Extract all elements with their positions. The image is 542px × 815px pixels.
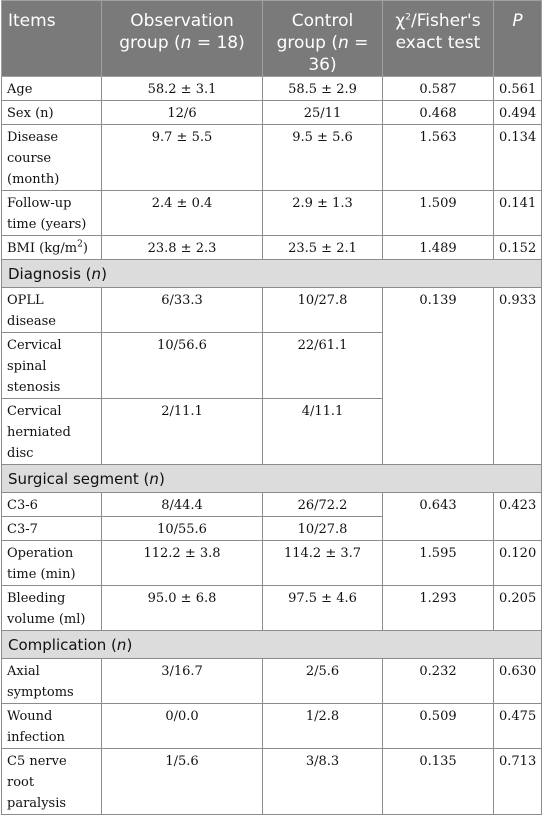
observation-value: 12/6: [101, 100, 263, 125]
section-complication: Complication (n): [1, 630, 542, 659]
observation-value: 95.0 ± 6.8: [101, 585, 263, 631]
control-value: 58.5 ± 2.9: [262, 76, 383, 101]
section-label: Surgical segment (n): [1, 464, 542, 493]
p-value: 0.141: [493, 190, 542, 236]
statistic-value: 0.509: [382, 703, 494, 749]
statistic-value: 0.643: [382, 492, 494, 541]
row-label: Operation time (min): [1, 540, 102, 586]
row-label: Axial symptoms: [1, 658, 102, 704]
table-row: Sex (n) 12/6 25/11 0.468 0.494: [1, 100, 542, 125]
section-diagnosis: Diagnosis (n): [1, 259, 542, 288]
table-row: Cervical herniated disc 2/11.1 4/11.1: [1, 398, 542, 465]
observation-value: 2.4 ± 0.4: [101, 190, 263, 236]
section-label: Complication (n): [1, 630, 542, 659]
observation-value: 10/56.6: [101, 332, 263, 399]
observation-value: 8/44.4: [101, 492, 263, 517]
header-control-group: Control group (n = 36): [262, 0, 383, 77]
row-label: C5 nerve root paralysis: [1, 748, 102, 815]
control-value: 22/61.1: [262, 332, 383, 399]
control-value: 1/2.8: [262, 703, 383, 749]
p-value: 0.494: [493, 100, 542, 125]
control-value: 26/72.2: [262, 492, 383, 517]
row-label: Wound infection: [1, 703, 102, 749]
observation-value: 1/5.6: [101, 748, 263, 815]
statistic-value: 0.468: [382, 100, 494, 125]
table-row: OPLL disease 6/33.3 10/27.8 0.139 0.933: [1, 287, 542, 465]
table-row: Axial symptoms 3/16.7 2/5.6 0.232 0.630: [1, 658, 542, 704]
observation-value: 0/0.0: [101, 703, 263, 749]
table-row: Cervical spinal stenosis 10/56.6 22/61.1: [1, 332, 542, 399]
table-row: C3-6 8/44.4 26/72.2 0.643 0.423: [1, 492, 542, 541]
p-value: 0.933: [493, 287, 542, 465]
row-label: Disease course (month): [1, 124, 102, 191]
section-label: Diagnosis (n): [1, 259, 542, 288]
control-value: 4/11.1: [262, 398, 383, 465]
observation-value: 6/33.3: [101, 287, 263, 333]
statistic-value: 1.595: [382, 540, 494, 586]
observation-value: 10/55.6: [101, 516, 263, 541]
statistic-value: 1.489: [382, 235, 494, 260]
control-value: 10/27.8: [262, 287, 383, 333]
header-statistic: χ2/Fisher's exact test: [382, 0, 494, 77]
observation-value: 9.7 ± 5.5: [101, 124, 263, 191]
statistic-value: 0.135: [382, 748, 494, 815]
row-label: BMI (kg/m2): [1, 235, 102, 260]
statistic-value: 0.139: [382, 287, 494, 465]
row-label: Follow-up time (years): [1, 190, 102, 236]
control-value: 3/8.3: [262, 748, 383, 815]
p-value: 0.630: [493, 658, 542, 704]
observation-value: 112.2 ± 3.8: [101, 540, 263, 586]
row-label: Cervical herniated disc: [1, 398, 102, 465]
row-label: Cervical spinal stenosis: [1, 332, 102, 399]
header-row: Items Observation group (n = 18) Control…: [1, 0, 542, 77]
header-p-value: P: [493, 0, 542, 77]
row-label: Age: [1, 76, 102, 101]
row-label: OPLL disease: [1, 287, 102, 333]
observation-value: 2/11.1: [101, 398, 263, 465]
table-row: Age 58.2 ± 3.1 58.5 ± 2.9 0.587 0.561: [1, 76, 542, 101]
p-value: 0.120: [493, 540, 542, 586]
p-value: 0.152: [493, 235, 542, 260]
statistic-value: 1.509: [382, 190, 494, 236]
p-value: 0.475: [493, 703, 542, 749]
observation-value: 23.8 ± 2.3: [101, 235, 263, 260]
table-row: Wound infection 0/0.0 1/2.8 0.509 0.475: [1, 703, 542, 749]
observation-value: 3/16.7: [101, 658, 263, 704]
p-value: 0.423: [493, 492, 542, 541]
p-value: 0.134: [493, 124, 542, 191]
row-label: Bleeding volume (ml): [1, 585, 102, 631]
row-label: Sex (n): [1, 100, 102, 125]
statistic-value: 0.587: [382, 76, 494, 101]
control-value: 114.2 ± 3.7: [262, 540, 383, 586]
row-label: C3-6: [1, 492, 102, 517]
control-value: 23.5 ± 2.1: [262, 235, 383, 260]
control-value: 97.5 ± 4.6: [262, 585, 383, 631]
table-row: Follow-up time (years) 2.4 ± 0.4 2.9 ± 1…: [1, 190, 542, 236]
table-row: BMI (kg/m2) 23.8 ± 2.3 23.5 ± 2.1 1.489 …: [1, 235, 542, 260]
control-value: 25/11: [262, 100, 383, 125]
table-row: Operation time (min) 112.2 ± 3.8 114.2 ±…: [1, 540, 542, 586]
observation-value: 58.2 ± 3.1: [101, 76, 263, 101]
control-value: 10/27.8: [262, 516, 383, 541]
control-value: 2.9 ± 1.3: [262, 190, 383, 236]
table-row: C5 nerve root paralysis 1/5.6 3/8.3 0.13…: [1, 748, 542, 815]
control-value: 2/5.6: [262, 658, 383, 704]
p-value: 0.713: [493, 748, 542, 815]
table-row: Disease course (month) 9.7 ± 5.5 9.5 ± 5…: [1, 124, 542, 191]
control-value: 9.5 ± 5.6: [262, 124, 383, 191]
statistic-value: 0.232: [382, 658, 494, 704]
statistic-value: 1.293: [382, 585, 494, 631]
table-row: C3-7 10/55.6 10/27.8: [1, 516, 542, 541]
p-value: 0.561: [493, 76, 542, 101]
header-items: Items: [1, 0, 102, 77]
header-observation-group: Observation group (n = 18): [101, 0, 263, 77]
row-label: C3-7: [1, 516, 102, 541]
table-row: Bleeding volume (ml) 95.0 ± 6.8 97.5 ± 4…: [1, 585, 542, 631]
statistic-value: 1.563: [382, 124, 494, 191]
section-surgical-segment: Surgical segment (n): [1, 464, 542, 493]
p-value: 0.205: [493, 585, 542, 631]
